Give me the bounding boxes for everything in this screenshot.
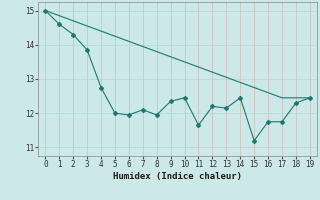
X-axis label: Humidex (Indice chaleur): Humidex (Indice chaleur) — [113, 172, 242, 181]
